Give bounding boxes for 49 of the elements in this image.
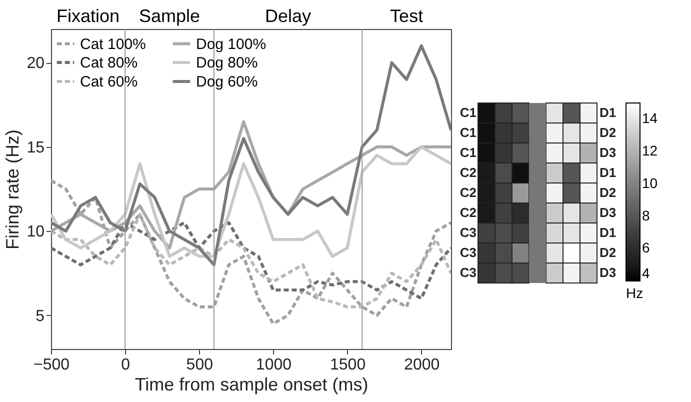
text: Sample — [139, 6, 200, 26]
x-tick-label: 1500 — [330, 356, 366, 374]
text: Delay — [265, 6, 312, 26]
color-bar-title: Hz — [626, 284, 644, 300]
y2-tick-label: D3 — [600, 144, 616, 160]
legend-label: Cat 100% — [80, 36, 146, 53]
color-bar-label: 14 — [642, 110, 658, 126]
color-bar-label: 8 — [642, 206, 650, 223]
y-tick-label: 10 — [26, 224, 45, 241]
line-series — [51, 145, 451, 258]
y-tick-label: 15 — [26, 139, 45, 156]
y2-tick-label: D1 — [600, 224, 616, 240]
x-axis-title: Time from sample onset (ms) — [134, 374, 368, 394]
y-tick-label: 20 — [26, 55, 45, 72]
y-tick-label: C2 — [460, 204, 476, 220]
y-tick-label: C3 — [460, 264, 476, 280]
legend-label: Cat 60% — [80, 74, 138, 90]
x-tick-label: 0 — [121, 356, 130, 374]
x-tick-label: 500 — [186, 356, 214, 374]
color-bar-label: 4 — [642, 264, 650, 280]
color-bar-label: 12 — [642, 142, 658, 158]
y2-tick-label: D2 — [600, 124, 616, 140]
text: Test — [390, 6, 424, 26]
y2-tick-label: D3 — [600, 264, 616, 280]
y-tick-label: C2 — [460, 164, 476, 180]
y2-tick-label: D2 — [600, 184, 616, 200]
y2-tick-label: D2 — [600, 244, 616, 260]
y-tick-label: 5 — [36, 308, 45, 325]
y-tick-label: C1 — [460, 144, 476, 160]
x-tick-label: −500 — [33, 356, 70, 374]
legend-label: Dog 100% — [196, 36, 266, 53]
y-tick-label: C1 — [460, 104, 476, 120]
legend-label: Dog 80% — [196, 54, 258, 72]
y-axis-title: Firing rate (Hz) — [2, 129, 23, 250]
color-bar-label: 10 — [642, 174, 658, 190]
y-tick-label: C2 — [460, 184, 476, 200]
y-tick-label: C3 — [460, 244, 476, 260]
line-series — [51, 212, 451, 308]
x-tick-label: 2000 — [404, 356, 440, 374]
y2-tick-label: D1 — [600, 104, 616, 120]
legend-label: Cat 80% — [80, 54, 138, 72]
y2-tick-label: D1 — [600, 164, 616, 180]
y2-tick-label: D3 — [600, 204, 616, 220]
text: Fixation — [56, 6, 120, 26]
legend-label: Dog 60% — [196, 74, 258, 90]
y-tick-label: C3 — [460, 224, 476, 240]
color-bar-label: 6 — [642, 239, 650, 256]
y-tick-label: C1 — [460, 124, 476, 140]
x-tick-label: 1000 — [256, 356, 292, 374]
